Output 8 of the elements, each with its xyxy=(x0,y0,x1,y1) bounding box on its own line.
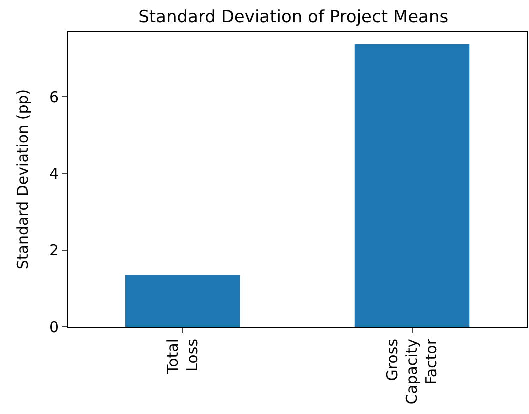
y-axis-title: Standard Deviation (pp) xyxy=(14,89,32,270)
chart-title: Standard Deviation of Project Means xyxy=(138,7,449,28)
y-tick-label: 6 xyxy=(49,88,59,106)
x-tick-label: Total Loss xyxy=(164,338,202,376)
x-tick-label: Gross Capacity Factor xyxy=(384,338,441,405)
y-tick-label: 2 xyxy=(49,242,59,260)
y-tick-label: 4 xyxy=(49,165,59,183)
y-tick-label: 0 xyxy=(49,318,59,336)
